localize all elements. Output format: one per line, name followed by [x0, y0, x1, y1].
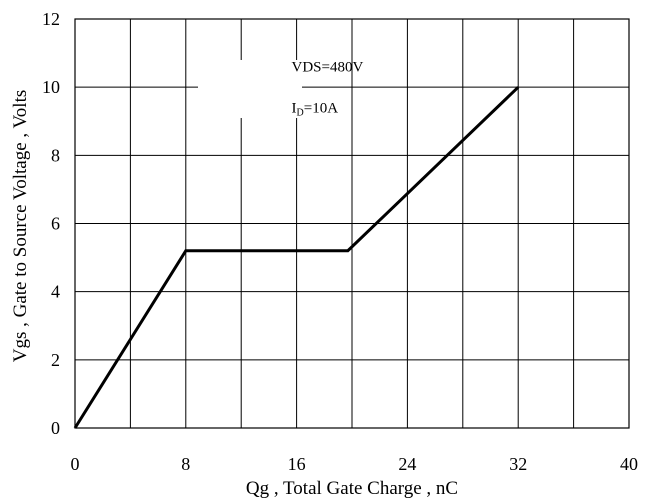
y-tick-label: 8 [51, 145, 60, 165]
y-tick-label: 6 [51, 214, 60, 234]
y-tick-label: 4 [51, 282, 60, 302]
x-tick-label: 0 [71, 454, 80, 474]
y-tick-label: 12 [42, 9, 60, 29]
x-axis-label: Qg , Total Gate Charge , nC [246, 478, 458, 499]
annotation-layer: VDS=480V ID=10A [198, 60, 363, 119]
series-layer [73, 86, 520, 429]
x-tick-label: 16 [288, 454, 306, 474]
grid [75, 19, 629, 428]
x-tick-label: 24 [398, 454, 416, 474]
y-axis-label: Vgs , Gate to Source Voltage , Volts [10, 90, 31, 363]
series-line [73, 86, 520, 429]
annotation-vds: VDS=480V [292, 60, 364, 76]
y-tick-label: 10 [42, 77, 60, 97]
x-tick-label: 32 [509, 454, 527, 474]
y-tick-label: 0 [51, 418, 60, 438]
x-tick-label: 8 [181, 454, 190, 474]
plot-frame [74, 18, 630, 429]
annotation-background [198, 60, 302, 118]
annotation-id: ID=10A [292, 101, 339, 119]
x-tick-label: 40 [620, 454, 638, 474]
plot-border [74, 18, 630, 429]
y-tick-label: 2 [51, 350, 60, 370]
